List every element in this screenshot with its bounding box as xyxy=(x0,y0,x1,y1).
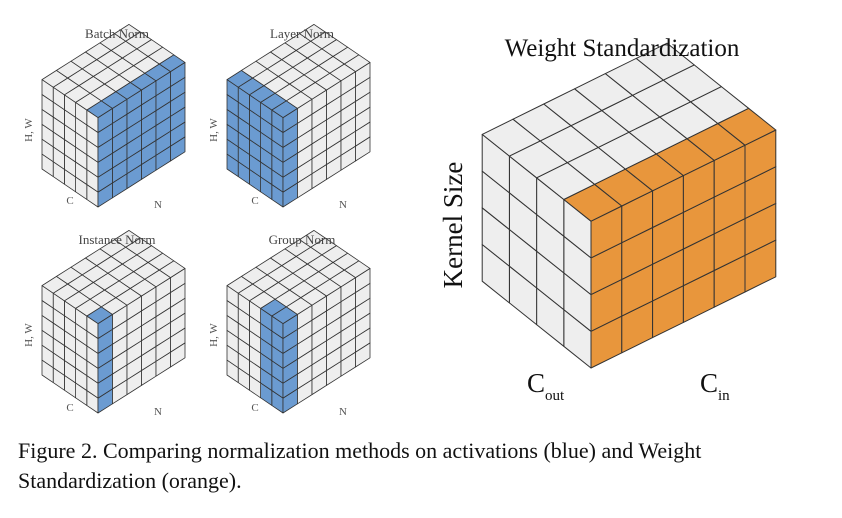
batch-norm-top-cell xyxy=(114,23,141,42)
group-norm-title: Group Norm xyxy=(269,232,336,247)
batch-norm-axis-c: C xyxy=(66,195,73,207)
instance-norm-axis-hw: H, W xyxy=(23,323,35,347)
layer-norm-axis-c: C xyxy=(251,195,258,207)
group-norm-axis-hw: H, W xyxy=(208,323,220,347)
c-out-subscript: out xyxy=(545,388,565,404)
layer-norm-axis-n: N xyxy=(339,199,347,211)
batch-norm-axis-n: N xyxy=(154,199,162,211)
c-out-main: C xyxy=(527,368,545,398)
figure-caption: Figure 2. Comparing normalization method… xyxy=(18,438,702,493)
c-out-axis-label: Cout xyxy=(527,368,565,404)
layer-norm-axis-hw: H, W xyxy=(208,118,220,142)
weight-standardization-cube xyxy=(481,42,777,369)
batch-norm-axis-hw: H, W xyxy=(23,118,35,142)
activation-cubes xyxy=(41,23,371,414)
group-norm-top-cell xyxy=(299,229,326,248)
layer-norm-title: Layer Norm xyxy=(270,26,334,41)
group-norm-cube xyxy=(226,229,371,414)
batch-norm-cube xyxy=(41,23,186,208)
weight-standardization-top-cell xyxy=(635,42,695,81)
batch-norm-title: Batch Norm xyxy=(85,26,149,41)
layer-norm-cube xyxy=(226,23,371,208)
c-in-axis-label: Cin xyxy=(700,368,730,404)
instance-norm-cube xyxy=(41,229,186,414)
group-norm-axis-n: N xyxy=(339,406,347,418)
c-in-main: C xyxy=(700,368,718,398)
instance-norm-axis-n: N xyxy=(154,406,162,418)
group-norm-axis-c: C xyxy=(251,402,258,414)
instance-norm-top-cell xyxy=(114,229,141,248)
layer-norm-top-cell xyxy=(299,23,326,42)
c-in-subscript: in xyxy=(718,388,730,404)
kernel-size-axis-label: Kernel Size xyxy=(438,162,468,289)
instance-norm-axis-c: C xyxy=(66,402,73,414)
instance-norm-title: Instance Norm xyxy=(79,232,156,247)
normalization-figure: Batch Norm H, W C N Layer Norm H, W C N … xyxy=(23,23,777,418)
weight-standardization-title: Weight Standardization xyxy=(505,35,740,62)
